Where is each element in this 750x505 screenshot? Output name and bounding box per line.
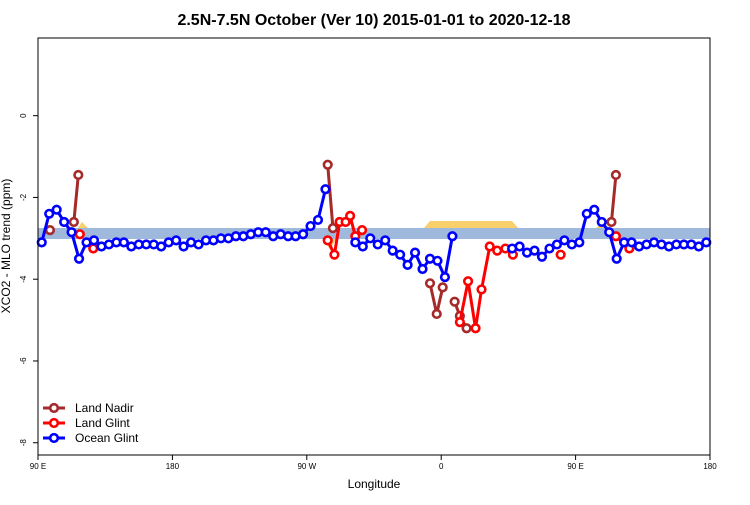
legend-label: Land Glint	[75, 416, 130, 430]
reference-band	[38, 228, 710, 239]
series-point	[409, 247, 421, 258]
series-point	[461, 323, 472, 334]
series-point	[574, 237, 585, 248]
series-point	[320, 184, 331, 195]
series-line	[458, 245, 514, 330]
series-point	[449, 296, 460, 307]
series-point	[439, 272, 451, 283]
series-point	[193, 239, 204, 250]
x-tick-label: 90 E	[567, 462, 583, 471]
series-point	[380, 235, 391, 246]
x-axis-label: Longitude	[348, 477, 401, 491]
series-point	[36, 237, 47, 248]
legend-marker	[48, 432, 60, 444]
series-point	[626, 237, 637, 248]
chart-title: 2.5N-7.5N October (Ver 10) 2015-01-01 to…	[177, 12, 570, 29]
series-point	[178, 241, 189, 252]
series-point	[610, 169, 622, 181]
series-point	[581, 208, 592, 219]
series-point	[559, 235, 570, 246]
series-point	[437, 282, 448, 293]
x-tick-label: 90 E	[30, 462, 46, 471]
series-point	[604, 227, 615, 238]
series-point	[417, 263, 428, 275]
series-line	[72, 174, 80, 223]
series-point	[544, 243, 555, 254]
series-point	[470, 323, 481, 334]
series-point	[492, 245, 503, 256]
x-tick-label: 180	[166, 462, 180, 471]
series-point	[529, 245, 540, 256]
legend-marker	[48, 402, 60, 414]
series-point	[260, 227, 271, 238]
x-tick-label: 180	[703, 462, 717, 471]
y-tick-label: -2	[19, 193, 28, 201]
series-point	[589, 204, 600, 215]
series-line	[609, 174, 618, 223]
series-point	[484, 241, 495, 252]
series-point	[345, 210, 356, 221]
series-point	[514, 241, 525, 252]
series-point	[44, 225, 56, 236]
series-point	[312, 214, 324, 226]
series-point	[395, 249, 406, 260]
series-point	[432, 255, 443, 266]
legend-label: Land Nadir	[75, 401, 134, 415]
y-tick-label: -6	[19, 357, 28, 365]
series-point	[88, 235, 100, 246]
series-point	[74, 229, 85, 240]
legend-marker	[48, 417, 60, 429]
series-point	[693, 241, 704, 252]
series-point	[171, 235, 182, 246]
series-point	[551, 239, 563, 250]
series-point	[372, 239, 383, 250]
series-point	[68, 216, 79, 228]
series-point	[88, 243, 99, 254]
series-point	[454, 317, 465, 328]
series-point	[606, 216, 617, 228]
series-point	[66, 227, 77, 238]
series-point	[51, 204, 62, 215]
x-tick-label: 90 W	[297, 462, 316, 471]
series-point	[402, 259, 413, 270]
series-point	[329, 249, 340, 260]
series-point	[701, 237, 712, 248]
series-point	[73, 253, 85, 264]
plot-area	[36, 159, 712, 334]
series-point	[156, 241, 167, 252]
series-point	[424, 278, 436, 289]
series-point	[476, 284, 487, 295]
series-point	[356, 225, 368, 236]
series-point	[44, 208, 55, 219]
x-tick-label: 0	[439, 462, 444, 471]
series-point	[322, 159, 333, 170]
series-point	[387, 245, 398, 256]
legend-label: Ocean Glint	[75, 431, 139, 445]
y-tick-label: -4	[19, 275, 28, 283]
series-point	[596, 216, 607, 228]
series-point	[365, 233, 376, 244]
series-point	[555, 249, 566, 260]
y-axis-label: XCO2 - MLO trend (ppm)	[0, 179, 13, 314]
series-point	[322, 235, 333, 246]
series-point	[350, 237, 361, 248]
series-point	[297, 229, 309, 240]
series-point	[59, 216, 70, 228]
series-point	[447, 231, 458, 242]
y-tick-label: -8	[19, 439, 28, 447]
plot-frame	[37, 37, 711, 456]
series-point	[305, 220, 316, 232]
series-point	[327, 223, 339, 234]
series-point	[536, 251, 548, 262]
y-tick-label: 0	[19, 113, 28, 118]
series-point	[118, 237, 129, 248]
series-point	[611, 253, 622, 264]
series-point	[431, 308, 442, 320]
series-point	[357, 241, 368, 252]
series-point	[462, 276, 474, 287]
series-point	[73, 169, 84, 181]
